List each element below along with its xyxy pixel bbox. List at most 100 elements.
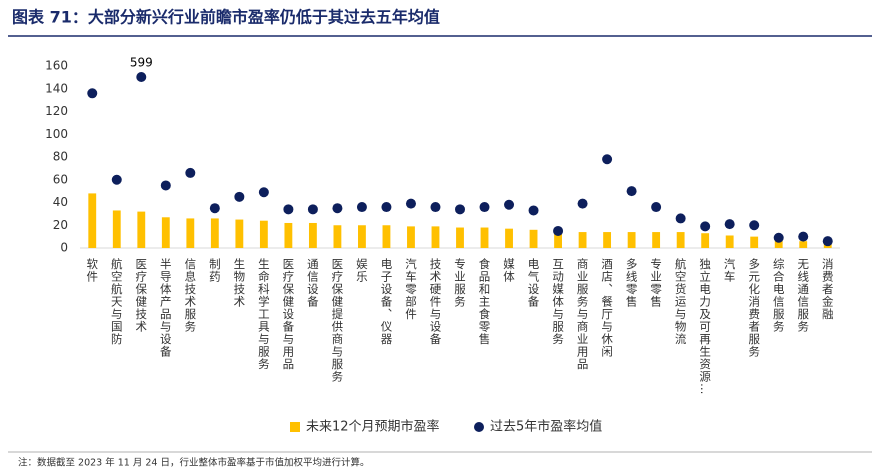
dot — [307, 204, 318, 215]
dot — [87, 88, 98, 99]
bar — [308, 222, 317, 248]
x-tick-label: 多元化消费者服务 — [747, 257, 761, 358]
bar — [578, 232, 587, 248]
dot — [822, 236, 833, 247]
dot — [700, 221, 711, 232]
y-tick-label: 120 — [45, 104, 68, 118]
dot — [455, 204, 465, 215]
y-tick-label: 60 — [53, 172, 68, 186]
dot — [258, 187, 269, 198]
x-tick-label: 综合电信服务 — [772, 257, 786, 333]
dot — [356, 202, 367, 213]
legend-label: 未来12个月预期市盈率 — [306, 419, 440, 435]
dot — [405, 198, 416, 209]
y-tick-label: 40 — [53, 195, 68, 209]
x-tick-label: 娱乐 — [355, 257, 369, 283]
bar — [774, 240, 783, 248]
y-tick-label: 0 — [60, 241, 68, 255]
x-tick-label: 电气设备 — [527, 258, 541, 308]
x-tick-label: 食品和主食零售 — [478, 257, 492, 345]
x-tick-label: 航空航天与国防 — [110, 257, 124, 345]
dot — [773, 232, 784, 243]
bar — [505, 228, 513, 248]
bar — [259, 220, 268, 248]
x-tick-label: 多线零售 — [625, 257, 639, 308]
dot — [651, 202, 662, 213]
dot — [553, 225, 564, 236]
x-tick-label: 医疗保健提供商与服务 — [330, 258, 344, 383]
y-tick-label: 100 — [45, 127, 68, 141]
bar — [529, 229, 538, 248]
x-tick-label: 信息技术服务 — [183, 258, 197, 333]
bar — [554, 232, 562, 248]
dot — [234, 191, 245, 202]
bar — [652, 232, 661, 248]
y-tick-label: 160 — [45, 59, 68, 73]
x-tick-label: 半导体产品与设备 — [159, 257, 173, 358]
dot — [111, 174, 122, 185]
dot — [504, 199, 515, 210]
chart-title: 图表 71：大部分新兴行业前瞻市盈率仍低于其过去五年均值 — [12, 8, 440, 27]
dot — [577, 198, 588, 209]
y-tick-label: 20 — [53, 218, 68, 232]
dot — [479, 202, 490, 213]
dot — [381, 202, 392, 213]
bar — [112, 210, 121, 248]
x-tick-label: 商业服务与商业用品 — [576, 257, 590, 370]
dot — [724, 219, 735, 230]
legend-label: 过去5年市盈率均值 — [490, 419, 602, 435]
x-tick-label: 医疗保健设备与用品 — [281, 258, 295, 371]
x-tick-label: 无线通信服务 — [796, 258, 810, 333]
bar — [407, 226, 415, 248]
bar — [333, 225, 342, 248]
bar — [88, 193, 97, 248]
bar — [431, 226, 440, 248]
x-tick-label: 制药 — [208, 258, 222, 283]
dot — [749, 220, 760, 231]
bar — [235, 219, 244, 248]
legend-swatch — [290, 422, 300, 432]
dot — [602, 154, 613, 165]
x-tick-label: 医疗保健技术 — [134, 258, 148, 333]
bar — [358, 225, 366, 248]
dot — [332, 203, 343, 214]
x-tick-label: 生物技术 — [232, 257, 246, 308]
dot — [283, 204, 294, 215]
legend-swatch — [474, 422, 484, 432]
x-tick-label: 媒体 — [502, 258, 516, 283]
dot — [209, 203, 220, 214]
dot — [430, 202, 441, 213]
dot — [160, 180, 171, 191]
y-tick-label: 80 — [53, 150, 68, 164]
note: 注：数据截至 2023 年 11 月 24 日，行业整体市盈率基于市值加权平均进… — [18, 457, 369, 469]
dot — [185, 167, 196, 178]
x-tick-label: 航空货运与物流 — [674, 257, 688, 345]
bar — [725, 235, 734, 248]
bar — [750, 236, 759, 248]
data-label: 599 — [130, 56, 153, 70]
bar — [284, 222, 293, 248]
x-tick-label: 汽车 — [723, 257, 737, 283]
bar — [137, 211, 146, 248]
bar — [701, 233, 710, 248]
bar — [161, 217, 170, 248]
x-tick-label: 汽车零部件 — [404, 257, 418, 320]
dot — [798, 231, 809, 242]
bar — [480, 227, 489, 248]
x-tick-label: 电子设备、仪器 — [379, 258, 393, 346]
x-tick-label: 技术硬件与设备 — [428, 258, 442, 346]
dot — [528, 205, 539, 216]
dot — [626, 186, 637, 197]
x-tick-label: 软件 — [85, 257, 99, 283]
bar — [799, 241, 808, 248]
y-tick-label: 140 — [45, 81, 68, 95]
bar — [186, 218, 195, 248]
x-tick-label: 互动媒体与服务 — [551, 258, 565, 346]
bar — [627, 232, 636, 248]
bar — [382, 225, 391, 248]
x-tick-label: 消费者金融 — [821, 257, 835, 320]
dot — [136, 72, 147, 82]
x-tick-label: 生命科学工具与服务 — [257, 257, 271, 370]
x-tick-label: 专业零售 — [649, 257, 663, 308]
